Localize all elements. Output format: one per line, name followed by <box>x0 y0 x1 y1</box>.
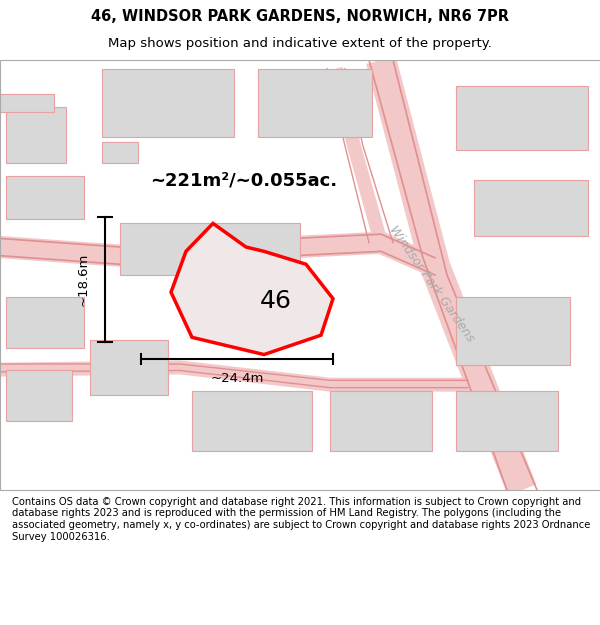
Text: Map shows position and indicative extent of the property.: Map shows position and indicative extent… <box>108 37 492 50</box>
Text: ~221m²/~0.055ac.: ~221m²/~0.055ac. <box>150 171 337 189</box>
FancyBboxPatch shape <box>6 107 66 163</box>
FancyBboxPatch shape <box>456 391 558 451</box>
FancyBboxPatch shape <box>6 296 84 348</box>
Text: Contains OS data © Crown copyright and database right 2021. This information is : Contains OS data © Crown copyright and d… <box>12 497 590 541</box>
Polygon shape <box>171 223 333 354</box>
FancyBboxPatch shape <box>258 69 372 138</box>
Text: 46, WINDSOR PARK GARDENS, NORWICH, NR6 7PR: 46, WINDSOR PARK GARDENS, NORWICH, NR6 7… <box>91 9 509 24</box>
FancyBboxPatch shape <box>120 223 300 275</box>
Text: 46: 46 <box>260 289 292 312</box>
FancyBboxPatch shape <box>456 86 588 150</box>
Text: ~18.6m: ~18.6m <box>77 253 90 306</box>
Text: ~24.4m: ~24.4m <box>211 372 263 385</box>
FancyBboxPatch shape <box>6 369 72 421</box>
FancyBboxPatch shape <box>102 69 234 138</box>
FancyBboxPatch shape <box>330 391 432 451</box>
FancyBboxPatch shape <box>102 142 138 163</box>
FancyBboxPatch shape <box>90 339 168 396</box>
Polygon shape <box>0 94 54 112</box>
FancyBboxPatch shape <box>192 391 312 451</box>
FancyBboxPatch shape <box>6 176 84 219</box>
FancyBboxPatch shape <box>474 181 588 236</box>
Text: Windsor Park Gardens: Windsor Park Gardens <box>387 223 477 344</box>
FancyBboxPatch shape <box>456 296 570 365</box>
